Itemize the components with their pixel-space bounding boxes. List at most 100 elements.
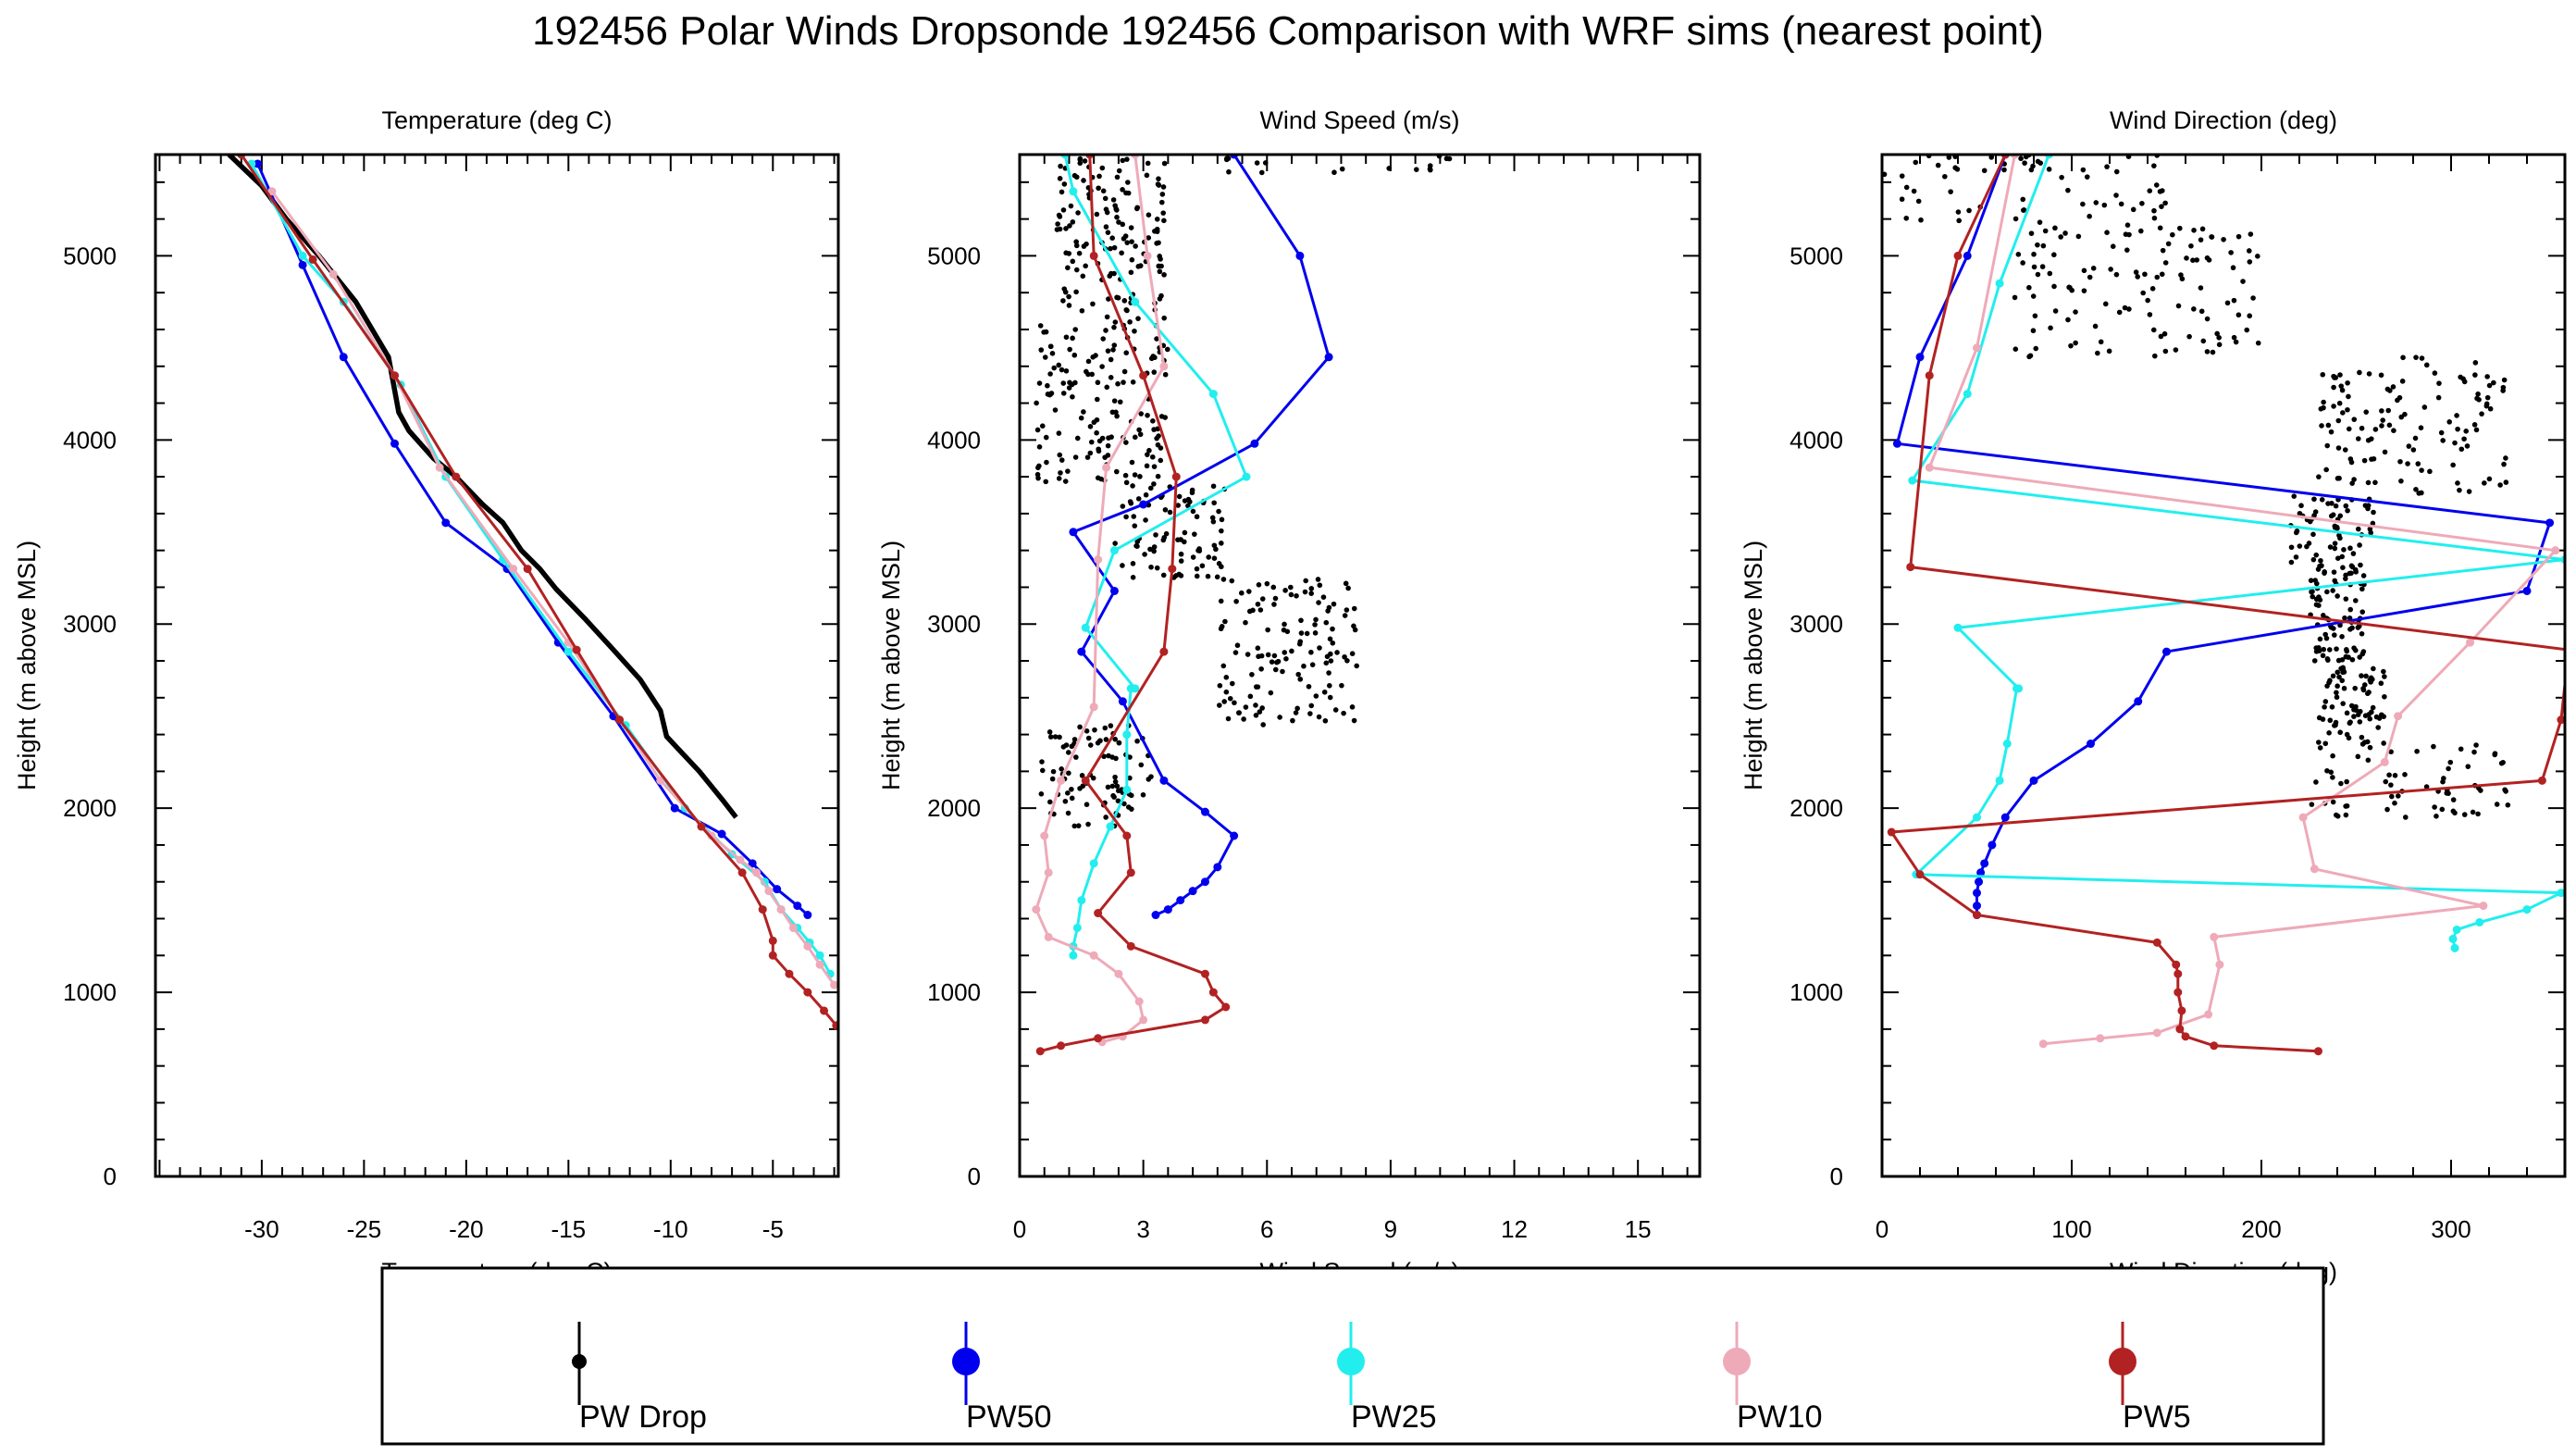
- data-point: [1168, 565, 1177, 574]
- data-point: [2297, 510, 2303, 516]
- data-point: [2248, 231, 2254, 237]
- data-point: [2110, 243, 2116, 249]
- data-point: [2342, 447, 2348, 453]
- data-point: [2247, 259, 2253, 265]
- data-point: [2172, 960, 2181, 969]
- series-line: [1063, 155, 1248, 956]
- chart-panel-3: Wind Direction (deg)Wind Direction (deg)…: [1740, 106, 2567, 1286]
- data-point: [2386, 422, 2393, 429]
- data-point: [1915, 198, 1922, 205]
- data-point: [1235, 710, 1242, 715]
- data-point: [1163, 905, 1172, 914]
- data-point: [2210, 932, 2219, 941]
- data-point: [2440, 438, 2446, 443]
- data-point: [2348, 570, 2354, 577]
- data-point: [1973, 813, 1981, 822]
- data-point: [1065, 790, 1071, 796]
- data-point: [2075, 233, 2082, 240]
- data-point: [1109, 586, 1119, 595]
- data-point: [1121, 298, 1128, 304]
- data-point: [2452, 925, 2461, 934]
- data-point: [2311, 658, 2318, 664]
- data-point: [1057, 176, 1063, 181]
- data-point: [1206, 554, 1212, 560]
- data-point: [2388, 782, 2394, 788]
- data-point: [1144, 463, 1150, 469]
- data-point: [2486, 476, 2493, 482]
- data-point: [1111, 794, 1117, 800]
- data-point: [1323, 660, 1330, 666]
- data-point: [2522, 905, 2532, 914]
- data-point: [2337, 513, 2344, 519]
- data-point: [1226, 168, 1232, 175]
- data-point: [2250, 295, 2256, 301]
- data-point: [2113, 168, 2120, 175]
- data-point: [2328, 429, 2334, 435]
- data-point: [2382, 693, 2387, 700]
- data-point: [2298, 813, 2308, 822]
- data-point: [776, 905, 786, 914]
- data-point: [2001, 167, 2007, 173]
- data-point: [1973, 889, 1981, 898]
- data-point: [2414, 748, 2420, 754]
- data-point: [2475, 917, 2484, 926]
- data-point: [1085, 371, 1091, 378]
- data-point: [803, 911, 812, 920]
- data-point: [803, 988, 812, 997]
- data-point: [2392, 800, 2397, 806]
- data-point: [1205, 573, 1211, 579]
- data-point: [509, 565, 518, 574]
- data-point: [1059, 189, 1065, 195]
- data-point: [1190, 508, 1196, 515]
- data-point: [1171, 472, 1181, 481]
- data-point: [1320, 594, 1327, 600]
- data-point: [1128, 269, 1134, 276]
- y-tick-label: 1000: [927, 978, 981, 1006]
- data-point: [1058, 163, 1063, 169]
- data-point: [2297, 543, 2303, 549]
- data-point: [2326, 679, 2332, 686]
- data-point: [1297, 677, 1304, 682]
- data-point: [2346, 426, 2352, 432]
- data-point: [2174, 969, 2183, 978]
- data-point: [572, 645, 581, 654]
- data-point: [1103, 815, 1108, 820]
- data-point: [1327, 682, 1332, 689]
- data-point: [1063, 250, 1069, 256]
- data-point: [2058, 234, 2063, 240]
- data-point: [2081, 288, 2087, 293]
- data-point: [2313, 552, 2320, 558]
- data-point: [2365, 479, 2372, 486]
- data-point: [2344, 731, 2350, 738]
- data-point: [2432, 804, 2437, 810]
- series-pw-drop: [1882, 155, 2511, 820]
- data-point: [2334, 812, 2339, 818]
- data-point: [1151, 427, 1157, 432]
- data-point: [1161, 160, 1168, 167]
- chart-panels: Temperature (deg C)Temperature (deg C)He…: [13, 106, 2567, 1286]
- data-point: [1134, 738, 1140, 744]
- data-point: [1056, 476, 1062, 481]
- data-point: [2042, 228, 2049, 234]
- data-point: [1044, 459, 1049, 466]
- data-point: [1078, 415, 1084, 421]
- y-tick-label: 1000: [63, 978, 117, 1006]
- data-point: [1308, 649, 1314, 655]
- data-point: [1308, 591, 1314, 596]
- data-point: [2081, 267, 2087, 274]
- data-point: [1223, 675, 1230, 680]
- data-point: [2291, 493, 2297, 499]
- data-point: [1065, 750, 1071, 755]
- data-point: [2342, 615, 2347, 621]
- data-point: [2376, 715, 2383, 721]
- data-point: [1095, 396, 1100, 403]
- data-point: [267, 187, 277, 196]
- data-point: [1094, 909, 1103, 918]
- data-point: [1072, 923, 1082, 932]
- data-point: [2151, 207, 2157, 214]
- data-point: [1160, 537, 1167, 543]
- data-point: [2325, 422, 2332, 429]
- data-point: [1082, 158, 1088, 164]
- data-point: [2298, 503, 2304, 509]
- data-point: [1313, 616, 1319, 623]
